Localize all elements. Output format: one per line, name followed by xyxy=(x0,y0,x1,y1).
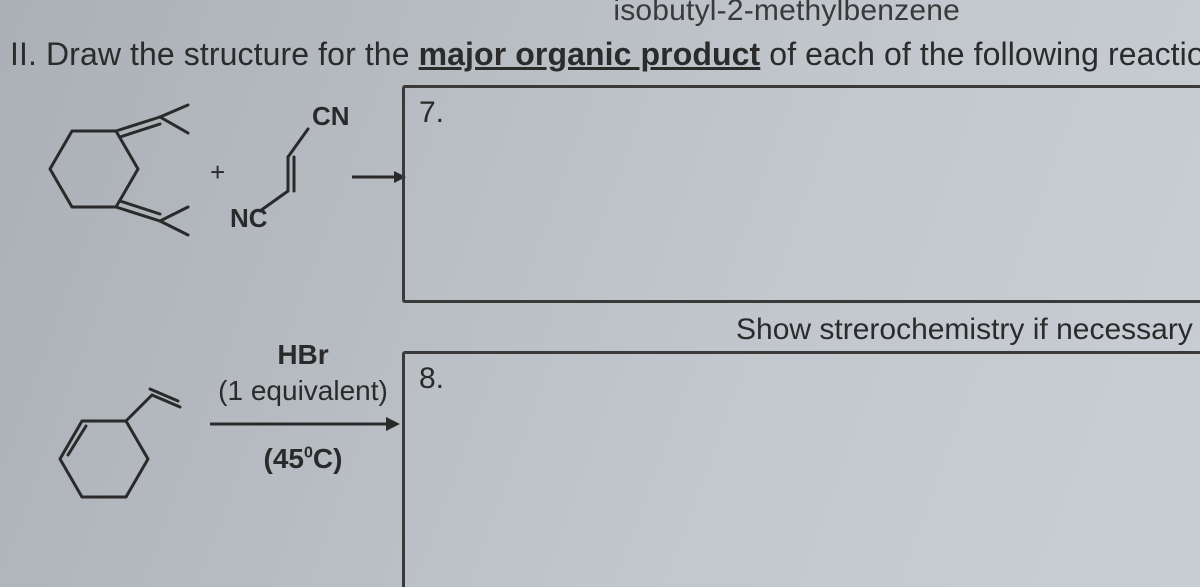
nc-bottom-label: NC xyxy=(230,203,268,233)
cn-top-label: CN xyxy=(312,101,350,131)
vinylcyclohexene-structure xyxy=(20,359,200,529)
answer-number-7: 7. xyxy=(419,96,444,130)
instruction-text-post: of each of the following reaction xyxy=(760,36,1200,72)
temp-post: C) xyxy=(313,443,343,474)
stereochemistry-note: Show strerochemistry if necessary xyxy=(736,313,1193,347)
worksheet-page: isobutyl-2-methylbenzene II. Draw the st… xyxy=(0,0,1200,587)
cutoff-previous-line: isobutyl-2-methylbenzene xyxy=(613,0,960,28)
answer-number-8: 8. xyxy=(419,362,444,396)
diene-structure xyxy=(20,99,200,239)
section-ii-instruction: II. Draw the structure for the major org… xyxy=(10,36,1190,73)
answer-box-7[interactable]: 7. xyxy=(402,85,1200,303)
roman-numeral: II. xyxy=(10,36,37,72)
temp-degree: 0 xyxy=(304,445,313,462)
equivalents-label: (1 equivalent) xyxy=(210,375,396,407)
answer-box-8[interactable]: 8. xyxy=(402,351,1200,587)
hbr-label: HBr xyxy=(210,339,396,371)
instruction-underlined: major organic product xyxy=(419,36,761,72)
dienophile-structure: CN NC xyxy=(230,99,350,239)
q8-reactants: HBr (1 equivalent) (450C) xyxy=(20,339,400,549)
plus-sign: + xyxy=(210,157,225,188)
reaction-arrow-8 xyxy=(210,415,400,433)
temp-pre: (45 xyxy=(264,443,304,474)
reagent-over-arrow: HBr (1 equivalent) (450C) xyxy=(210,339,396,475)
content-area: + CN NC xyxy=(10,91,1190,571)
temperature-label: (450C) xyxy=(210,443,396,475)
reaction-arrow-7 xyxy=(350,167,406,187)
instruction-text-pre: Draw the structure for the xyxy=(37,36,419,72)
q7-reactants: + CN NC xyxy=(20,99,400,239)
